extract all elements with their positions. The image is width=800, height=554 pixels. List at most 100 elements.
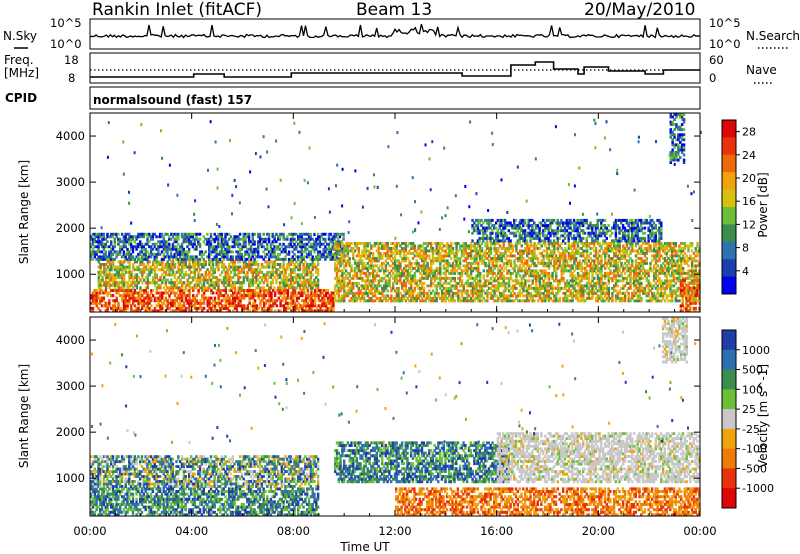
heatmap-cell: [540, 291, 543, 295]
heatmap-cell: [507, 289, 511, 293]
heatmap-cell: [430, 269, 433, 273]
heatmap-cell: [173, 294, 177, 298]
heatmap-cell: [364, 266, 368, 270]
heatmap-cell: [104, 270, 108, 274]
heatmap-cell: [587, 296, 591, 300]
heatmap-cell: [177, 242, 180, 246]
heatmap-cell: [359, 259, 362, 263]
heatmap-cell: [379, 276, 382, 280]
heatmap-cell: [237, 281, 240, 285]
heatmap-cell: [117, 265, 120, 269]
heatmap-cell: [104, 245, 107, 249]
heatmap-cell: [242, 281, 245, 285]
heatmap-cell: [392, 252, 395, 255]
heatmap-cell: [431, 257, 435, 260]
heatmap-cell: [430, 296, 433, 300]
heatmap-cell: [224, 301, 228, 305]
heatmap-cell: [556, 299, 560, 303]
heatmap-cell: [222, 250, 225, 254]
heatmap-cell: [253, 268, 256, 272]
heatmap-cell: [179, 304, 182, 308]
heatmap-cell: [511, 284, 514, 288]
heatmap-cell: [148, 245, 151, 249]
heatmap-cell: [495, 259, 498, 263]
heatmap-cell: [191, 255, 195, 259]
heatmap-cell: [326, 306, 330, 310]
heatmap-cell: [343, 257, 346, 260]
heatmap-cell: [341, 294, 344, 298]
heatmap-cell: [321, 296, 324, 300]
heatmap-cell: [571, 264, 574, 268]
heatmap-cell: [233, 306, 237, 310]
heatmap-cell: [522, 257, 525, 260]
heatmap-cell: [128, 268, 131, 272]
heatmap-cell: [307, 270, 311, 274]
heatmap-cell: [482, 276, 485, 280]
heatmap-cell: [235, 268, 238, 272]
heatmap-cell: [546, 264, 549, 268]
heatmap-cell: [307, 245, 311, 249]
heatmap-cell: [517, 242, 520, 245]
heatmap-cell: [322, 237, 325, 241]
heatmap-cell: [576, 296, 580, 300]
heatmap-cell: [258, 270, 262, 274]
heatmap-cell: [290, 299, 293, 303]
heatmap-cell: [299, 304, 302, 308]
heatmap-cell: [261, 296, 264, 300]
heatmap-cell: [226, 245, 229, 249]
heatmap-cell: [388, 271, 391, 275]
heatmap-cell: [460, 284, 464, 288]
heatmap-cell: [533, 244, 536, 248]
heatmap-cell: [437, 252, 440, 255]
heatmap-cell: [232, 296, 235, 300]
heatmap-cell: [164, 291, 168, 295]
heatmap-cell: [337, 261, 340, 265]
heatmap-cell: [424, 271, 427, 275]
heatmap-cell: [411, 289, 415, 293]
heatmap-cell: [306, 252, 309, 256]
heatmap-cell: [562, 257, 565, 260]
heatmap-cell: [460, 252, 464, 255]
heatmap-cell: [124, 296, 127, 300]
heatmap-cell: [188, 235, 191, 239]
heatmap-cell: [602, 286, 605, 290]
heatmap-cell: [230, 294, 233, 298]
heatmap-cell: [440, 259, 444, 263]
heatmap-cell: [373, 264, 377, 268]
heatmap-cell: [598, 244, 601, 248]
heatmap-cell: [219, 278, 222, 282]
heatmap-cell: [282, 278, 285, 282]
heatmap-cell: [589, 266, 592, 270]
heatmap-cell: [453, 276, 456, 280]
heatmap-cell: [316, 255, 320, 259]
heatmap-cell: [301, 304, 304, 308]
heatmap-cell: [300, 252, 303, 256]
heatmap-cell: [161, 306, 164, 310]
heatmap-cell: [271, 278, 274, 282]
heatmap-cell: [182, 255, 185, 259]
heatmap-cell: [93, 252, 96, 256]
heatmap-cell: [353, 274, 357, 278]
heatmap-cell: [408, 281, 411, 285]
heatmap-cell: [142, 296, 146, 300]
heatmap-cell: [475, 284, 478, 288]
heatmap-cell: [99, 289, 102, 292]
heatmap-cell: [268, 263, 271, 266]
heatmap-cell: [578, 264, 581, 268]
heatmap-cell: [377, 257, 380, 260]
heatmap-cell: [197, 276, 200, 279]
heatmap-cell: [258, 286, 262, 290]
heatmap-cell: [372, 254, 375, 258]
heatmap-cell: [212, 299, 215, 303]
heatmap-cell: [215, 289, 218, 292]
heatmap-cell: [191, 263, 195, 266]
heatmap-cell: [93, 299, 96, 303]
heatmap-cell: [446, 286, 449, 290]
heatmap-cell: [126, 260, 129, 264]
heatmap-cell: [311, 255, 314, 259]
heatmap-cell: [220, 252, 224, 256]
heatmap-cell: [431, 247, 435, 250]
heatmap-cell: [202, 291, 206, 295]
heatmap-cell: [253, 306, 257, 310]
heatmap-cell: [128, 286, 131, 290]
